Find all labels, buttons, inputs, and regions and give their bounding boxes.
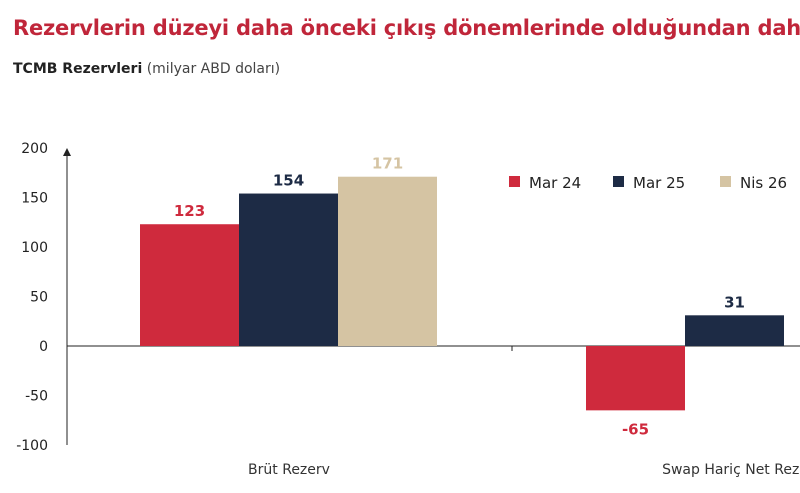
y-tick-label: 150 <box>21 191 48 207</box>
chart-data-labels: 123 -65 154 31 171 <box>174 155 745 439</box>
x-category-label: Brüt Rezerv <box>248 462 330 478</box>
y-tick-label: 50 <box>30 290 48 306</box>
data-label: -65 <box>622 420 649 438</box>
legend-label: Mar 24 <box>529 174 581 192</box>
data-label: 171 <box>372 155 403 173</box>
legend-label: Mar 25 <box>633 174 685 192</box>
data-label: 31 <box>724 293 745 311</box>
x-category-label: Swap Hariç Net Reze <box>662 462 800 478</box>
legend-swatch <box>613 176 624 187</box>
data-label: 154 <box>273 172 304 190</box>
bar-mar-24 <box>586 346 685 411</box>
subtitle-unit: (milyar ABD doları) <box>146 61 281 77</box>
legend-swatch <box>720 176 731 187</box>
y-tick-label: -100 <box>16 438 48 454</box>
chart-title: Rezervlerin düzeyi daha önceki çıkış dön… <box>13 16 800 40</box>
chart-legend: Mar 24 Mar 25 Nis 26 <box>509 174 787 192</box>
chart-axes: 200 150 100 50 0 -50 -100 Brüt Rezerv Swap Hariç… <box>16 141 800 478</box>
bar-mar-25 <box>239 193 338 346</box>
subtitle-bold: TCMB Rezervleri <box>13 61 143 77</box>
bar-nis-26 <box>338 176 437 346</box>
y-tick-label: 0 <box>39 339 48 355</box>
bar-mar-24 <box>140 224 239 346</box>
legend-swatch <box>509 176 520 187</box>
y-tick-label: 200 <box>21 141 48 157</box>
y-axis-arrow <box>63 148 71 156</box>
legend-label: Nis 26 <box>740 174 787 192</box>
bar-mar-25 <box>685 315 784 346</box>
data-label: 123 <box>174 202 205 220</box>
chart-bars <box>140 176 784 411</box>
chart-subtitle: TCMB Rezervleri (milyar ABD doları) <box>13 61 280 77</box>
y-tick-label: -50 <box>25 389 48 405</box>
y-tick-label: 100 <box>21 240 48 256</box>
